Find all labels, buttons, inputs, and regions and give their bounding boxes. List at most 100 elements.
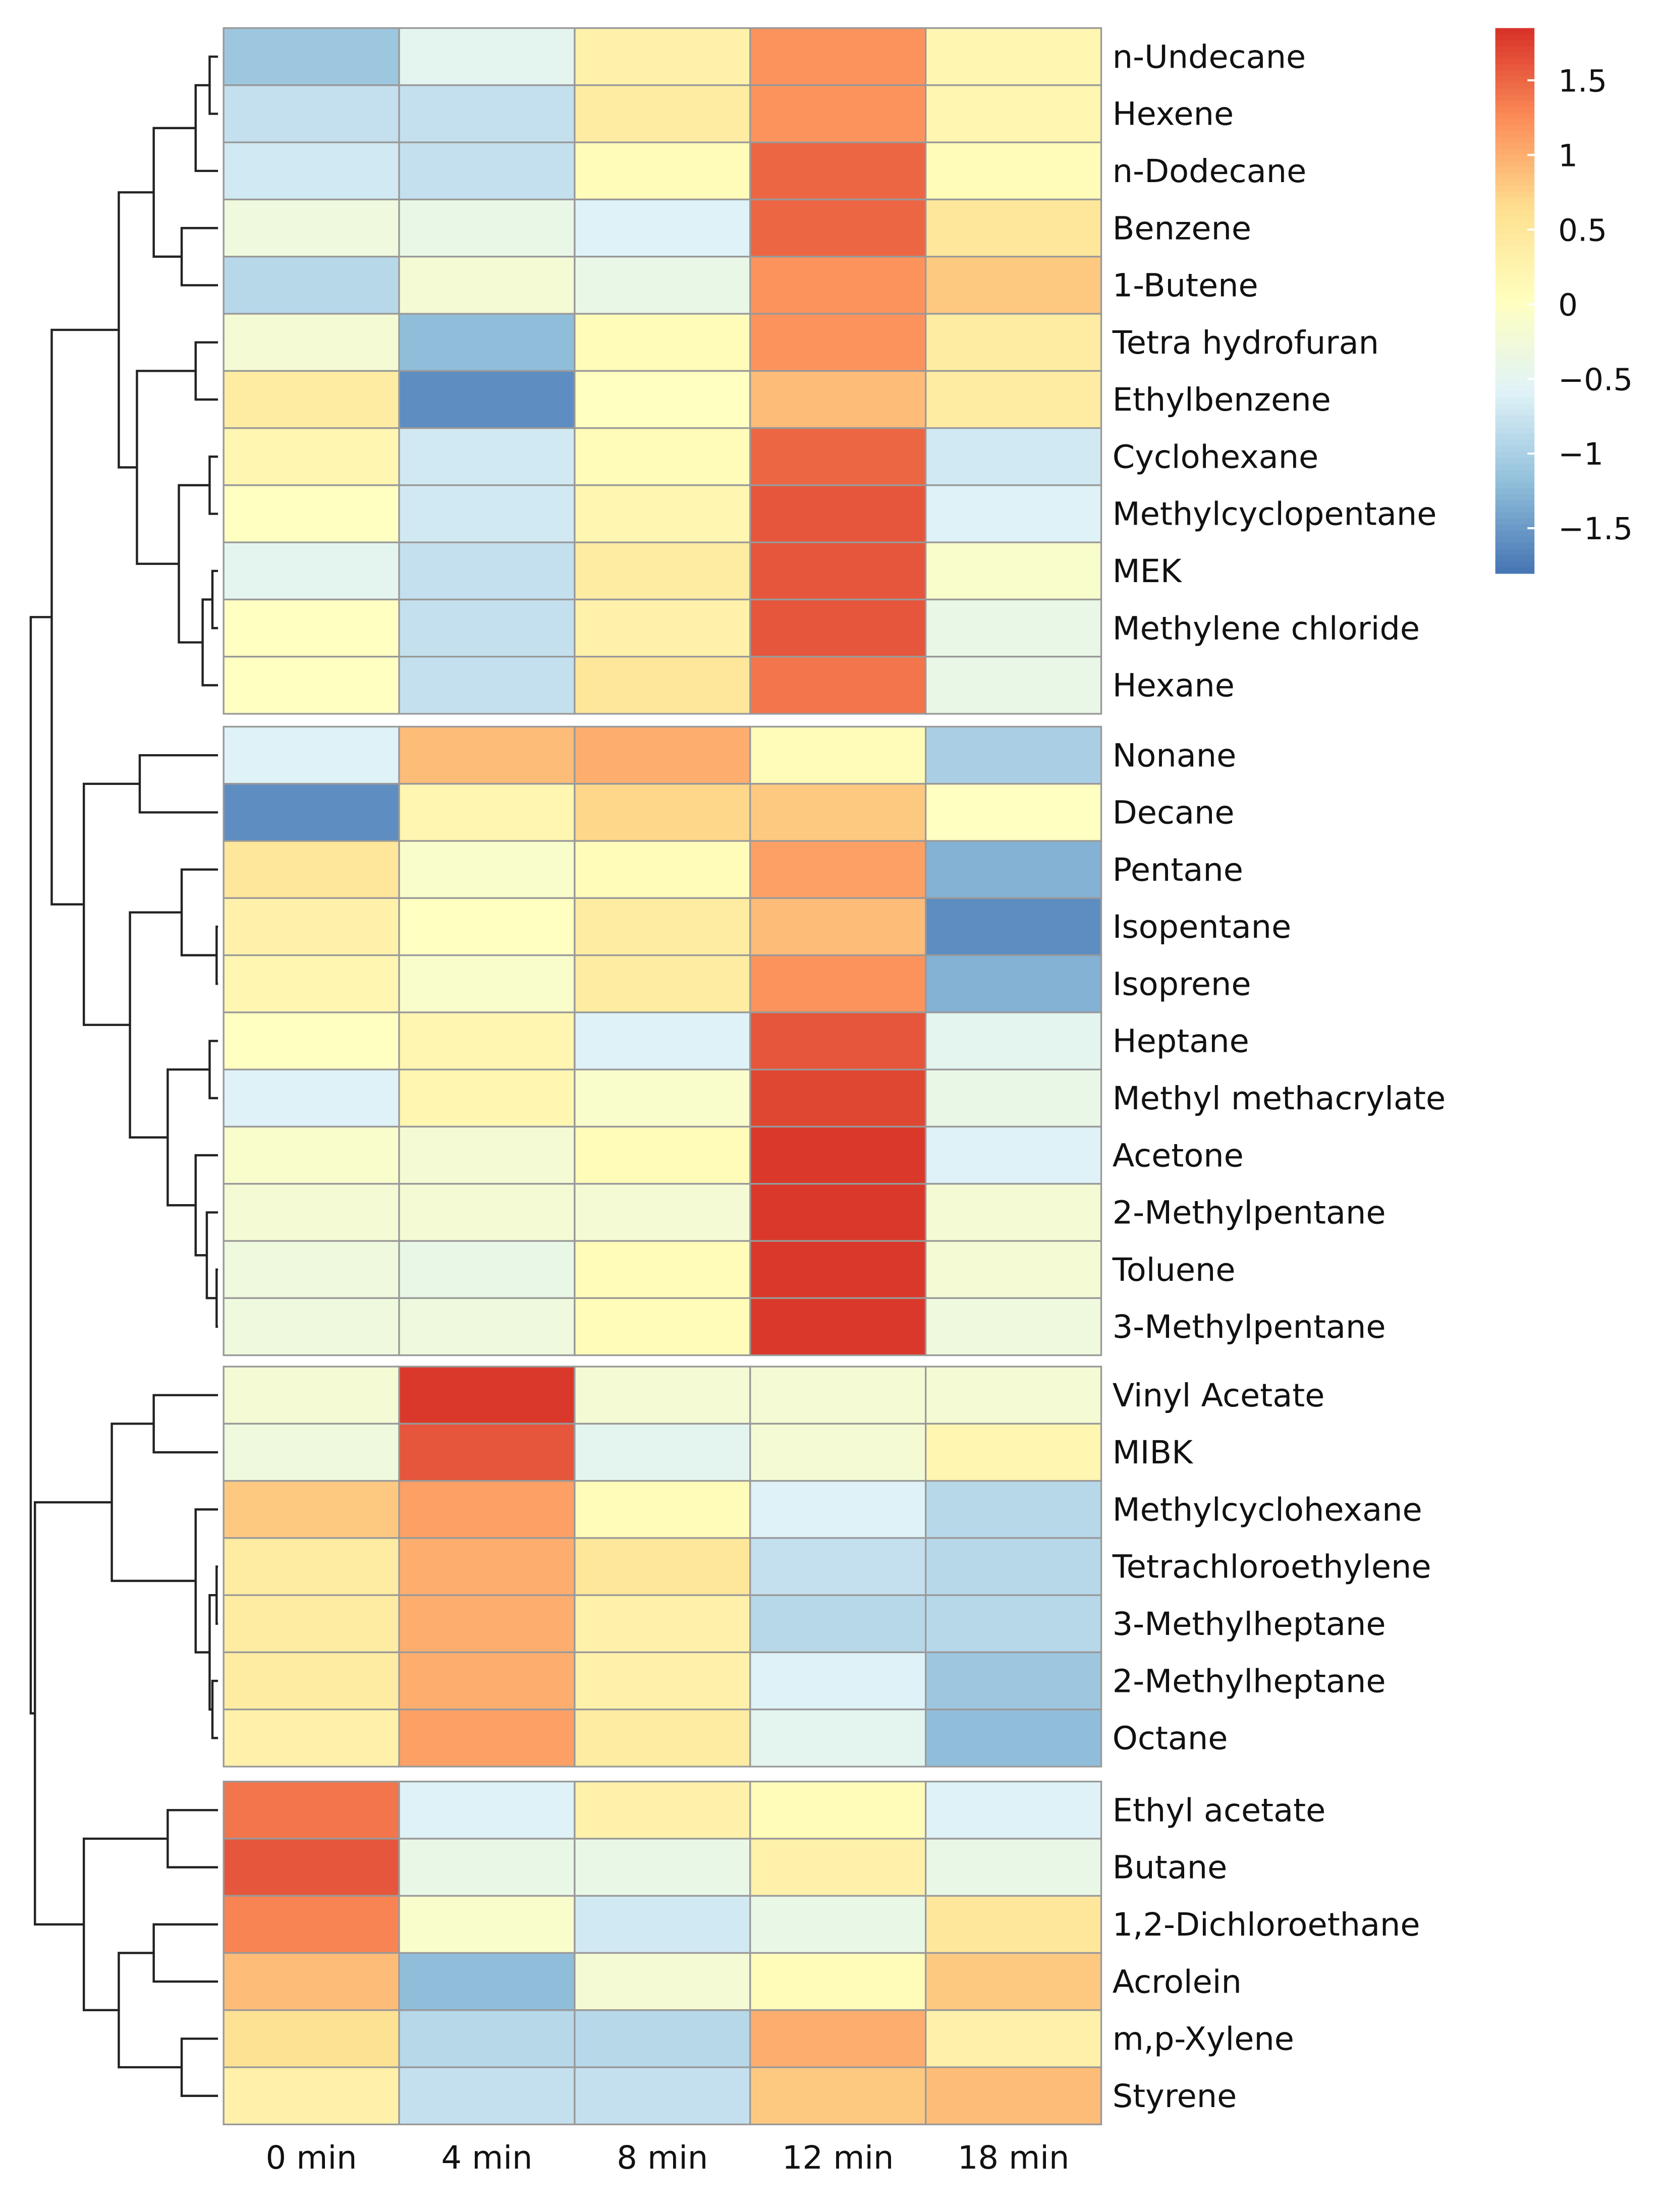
- heatmap-cell: [398, 598, 576, 658]
- heatmap-cell: [749, 1480, 927, 1539]
- heatmap-cell: [925, 1297, 1102, 1356]
- heatmap-cell: [925, 141, 1102, 201]
- heatmap-cell: [749, 1011, 927, 1070]
- heatmap-cell: [223, 2009, 400, 2068]
- colorbar-segment: [1495, 379, 1535, 386]
- heatmap-cell: [398, 2066, 576, 2126]
- heatmap-cell: [574, 1183, 751, 1242]
- heatmap-cell: [925, 1594, 1102, 1654]
- dendrogram-branch: [152, 1394, 218, 1454]
- colorbar-segment: [1495, 215, 1535, 223]
- heatmap-cells: [223, 27, 1102, 2126]
- heatmap-cell: [398, 1125, 576, 1185]
- heatmap-cell: [223, 2066, 400, 2126]
- colorbar-segment: [1495, 209, 1535, 217]
- heatmap-cell: [574, 27, 751, 86]
- heatmap-cell: [749, 1423, 927, 1482]
- heatmap-cell: [925, 656, 1102, 715]
- row-label: Ethylbenzene: [1113, 381, 1331, 419]
- heatmap-cell: [574, 1297, 751, 1356]
- heatmap-cell: [398, 1297, 576, 1356]
- colorbar-tick-label: −1: [1558, 436, 1603, 472]
- heatmap-cell: [398, 783, 576, 842]
- colorbar-segment: [1495, 330, 1535, 338]
- row-label: Nonane: [1113, 737, 1237, 774]
- row-label: Butane: [1113, 1849, 1228, 1887]
- colorbar-tick-label: −1.5: [1558, 511, 1633, 547]
- heatmap-cell: [925, 84, 1102, 143]
- dendrogram-branch: [34, 1501, 112, 1926]
- heatmap-cell: [749, 840, 927, 899]
- row-label: Pentane: [1113, 852, 1243, 889]
- colorbar-segment: [1495, 482, 1535, 489]
- dendrogram-branch: [152, 1923, 218, 1983]
- column-label: 0 min: [266, 2139, 357, 2177]
- row-label: Tetra hydrofuran: [1112, 324, 1379, 362]
- colorbar-segment: [1495, 82, 1535, 90]
- heatmap-cell: [749, 1537, 927, 1596]
- colorbar-segment: [1495, 197, 1535, 205]
- heatmap-cell: [574, 1651, 751, 1711]
- heatmap-cell: [398, 27, 576, 86]
- colorbar-segment: [1495, 397, 1535, 405]
- colorbar-segment: [1495, 300, 1535, 308]
- heatmap-cell: [749, 1895, 927, 1954]
- heatmap-cell: [749, 725, 927, 785]
- colorbar-segment: [1495, 500, 1535, 507]
- heatmap-cell: [398, 370, 576, 429]
- heatmap-cell: [223, 1125, 400, 1185]
- row-label: MIBK: [1113, 1434, 1194, 1471]
- colorbar-segment: [1495, 524, 1535, 532]
- heatmap-cell: [749, 27, 927, 86]
- heatmap-cell: [223, 1651, 400, 1711]
- row-label: Decane: [1113, 795, 1235, 832]
- heatmap-cell: [925, 256, 1102, 315]
- colorbar-segment: [1495, 276, 1535, 283]
- heatmap-cell: [925, 1952, 1102, 2011]
- colorbar-segment: [1495, 64, 1535, 72]
- row-label: 1-Butene: [1113, 267, 1258, 305]
- heatmap-cell: [925, 783, 1102, 842]
- heatmap-cell: [749, 2009, 927, 2068]
- dendrogram-branch: [129, 911, 182, 1139]
- heatmap-cell: [398, 1537, 576, 1596]
- colorbar-segment: [1495, 548, 1535, 556]
- heatmap-cell: [925, 1011, 1102, 1070]
- heatmap-cell: [574, 1838, 751, 1897]
- heatmap-cell: [749, 2066, 927, 2126]
- heatmap-cell: [925, 1781, 1102, 1840]
- colorbar-segment: [1495, 318, 1535, 326]
- heatmap-cell: [574, 313, 751, 372]
- colorbar-segment: [1495, 52, 1535, 60]
- row-label: Hexane: [1113, 667, 1235, 705]
- dendrogram-branch: [136, 370, 196, 565]
- colorbar-segment: [1495, 264, 1535, 271]
- dendrogram-branch: [180, 226, 218, 287]
- heatmap-cell: [925, 1537, 1102, 1596]
- dendrogram-branch: [211, 570, 218, 630]
- row-label: 2-Methylheptane: [1113, 1663, 1386, 1700]
- colorbar-segment: [1495, 312, 1535, 320]
- heatmap-cell: [398, 1480, 576, 1539]
- row-label: Methylene chloride: [1113, 610, 1420, 647]
- heatmap-cell: [223, 1709, 400, 1768]
- heatmap-cell: [749, 256, 927, 315]
- colorbar-segment: [1495, 427, 1535, 435]
- colorbar-segment: [1495, 131, 1535, 138]
- heatmap-cell: [223, 256, 400, 315]
- heatmap-cell: [925, 1183, 1102, 1242]
- heatmap-cell: [925, 2066, 1102, 2126]
- heatmap-cell: [223, 1366, 400, 1425]
- dendrogram-branch: [50, 328, 119, 905]
- colorbar-segment: [1495, 161, 1535, 168]
- colorbar-segment: [1495, 40, 1535, 47]
- heatmap-cell: [398, 541, 576, 601]
- heatmap-cell: [749, 1183, 927, 1242]
- dendrogram-branch: [215, 1268, 218, 1328]
- colorbar-segment: [1495, 173, 1535, 181]
- colorbar-segment: [1495, 203, 1535, 211]
- heatmap-cell: [749, 1068, 927, 1128]
- colorbar-segment: [1495, 385, 1535, 392]
- heatmap-cell: [223, 1480, 400, 1539]
- colorbar-segment: [1495, 470, 1535, 477]
